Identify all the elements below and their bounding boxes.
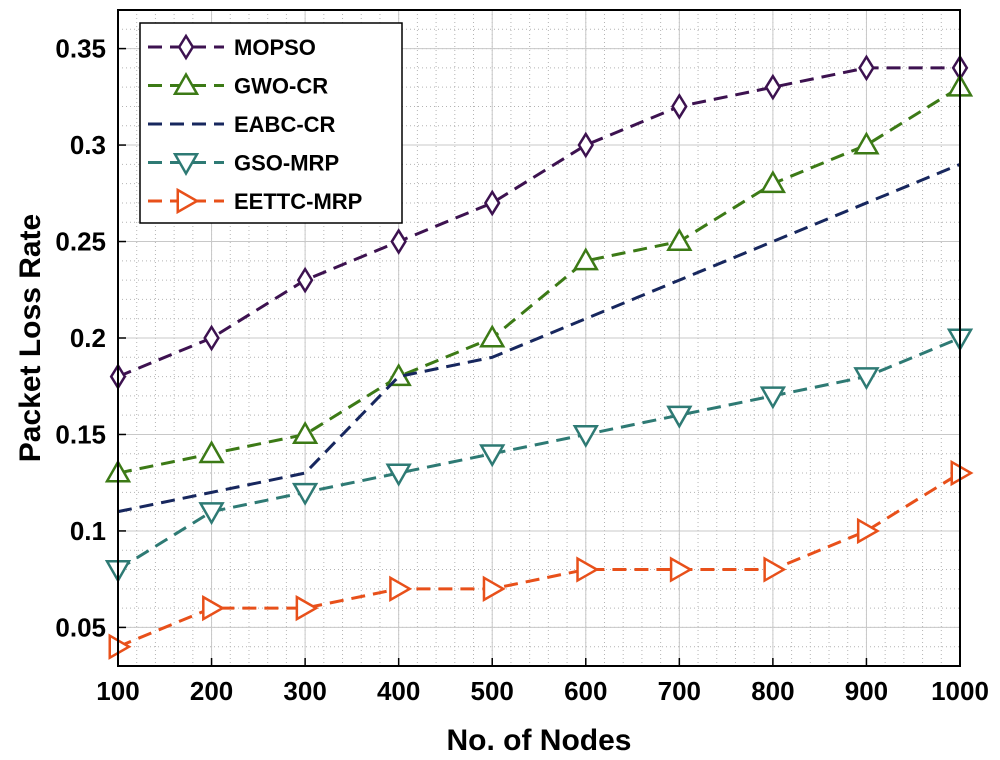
y-tick-label: 0.05: [55, 612, 106, 642]
series-line: [117, 85, 961, 475]
data-point: [385, 463, 412, 487]
legend-marker: [177, 33, 195, 61]
legend-item: EABC-CR: [148, 112, 336, 137]
legend-label: EABC-CR: [234, 112, 336, 137]
legend-item: GWO-CR: [148, 71, 328, 99]
series-mopso: [109, 54, 969, 390]
y-tick-label: 0.25: [55, 227, 106, 257]
data-point: [198, 440, 225, 464]
legend-marker: [176, 187, 200, 215]
series-line: [117, 162, 961, 514]
data-point: [479, 444, 506, 468]
data-point: [577, 131, 595, 159]
data-point: [858, 54, 875, 82]
data-point: [666, 228, 693, 252]
legend: MOPSO GWO-CR EABC-CR GSO-MRP EETTC-MRP: [139, 22, 403, 224]
x-axis-ticks: 100 200 300 400 500 600 700 800 900 1000: [96, 658, 989, 706]
legend-label: MOPSO: [234, 35, 316, 60]
y-tick-label: 0.35: [55, 34, 106, 64]
data-point: [479, 324, 506, 348]
legend-label: GSO-MRP: [234, 151, 339, 176]
series-eettc-mrp: [108, 459, 974, 660]
data-point: [291, 420, 319, 444]
data-point: [950, 459, 974, 487]
legend-item: MOPSO: [148, 33, 316, 61]
data-point: [759, 170, 787, 194]
data-point: [296, 266, 314, 294]
y-tick-label: 0.1: [70, 516, 106, 546]
x-tick-label: 200: [190, 676, 233, 706]
data-point: [853, 367, 880, 391]
x-tick-label: 900: [845, 676, 888, 706]
legend-marker: [172, 153, 200, 177]
series-gso-mrp: [104, 328, 974, 584]
x-axis-title: No. of Nodes: [447, 724, 632, 757]
data-point: [759, 386, 787, 410]
data-point: [572, 247, 599, 271]
data-point: [853, 131, 880, 155]
legend-item: GSO-MRP: [148, 151, 339, 177]
data-point: [389, 575, 413, 602]
data-point: [295, 594, 319, 622]
x-tick-label: 300: [283, 676, 326, 706]
data-point: [198, 502, 225, 526]
data-point: [203, 324, 220, 352]
data-point: [856, 517, 880, 545]
legend-marker: [172, 71, 200, 95]
y-axis-title: Packet Loss Rate: [14, 214, 47, 462]
series-eabc-cr: [117, 162, 961, 514]
x-tick-label: 1000: [931, 676, 989, 706]
data-point: [482, 575, 506, 602]
x-tick-label: 100: [96, 676, 139, 706]
data-point: [390, 228, 407, 255]
y-tick-label: 0.15: [55, 419, 106, 449]
data-point: [671, 93, 688, 120]
data-point: [576, 556, 600, 583]
x-tick-label: 600: [564, 676, 607, 706]
y-axis-ticks: 0.05 0.1 0.15 0.2 0.25 0.3 0.35: [55, 34, 126, 642]
data-point: [202, 594, 226, 622]
series-line: [117, 471, 961, 649]
data-point: [483, 189, 501, 217]
legend-item: EETTC-MRP: [148, 187, 362, 215]
y-tick-label: 0.3: [70, 130, 106, 160]
data-point: [669, 556, 693, 583]
data-point: [764, 73, 782, 101]
x-tick-label: 700: [658, 676, 701, 706]
x-tick-label: 500: [471, 676, 514, 706]
data-point: [108, 633, 132, 660]
data-point: [763, 556, 787, 583]
series-gwo-cr: [104, 73, 974, 483]
data-point: [666, 405, 693, 429]
legend-label: EETTC-MRP: [234, 189, 362, 214]
legend-label: GWO-CR: [234, 74, 328, 99]
x-tick-label: 800: [751, 676, 794, 706]
series-line: [117, 336, 961, 571]
data-point: [291, 482, 319, 506]
y-tick-label: 0.2: [70, 323, 106, 353]
data-point: [572, 424, 599, 448]
series-line: [117, 66, 960, 378]
x-tick-label: 400: [377, 676, 420, 706]
